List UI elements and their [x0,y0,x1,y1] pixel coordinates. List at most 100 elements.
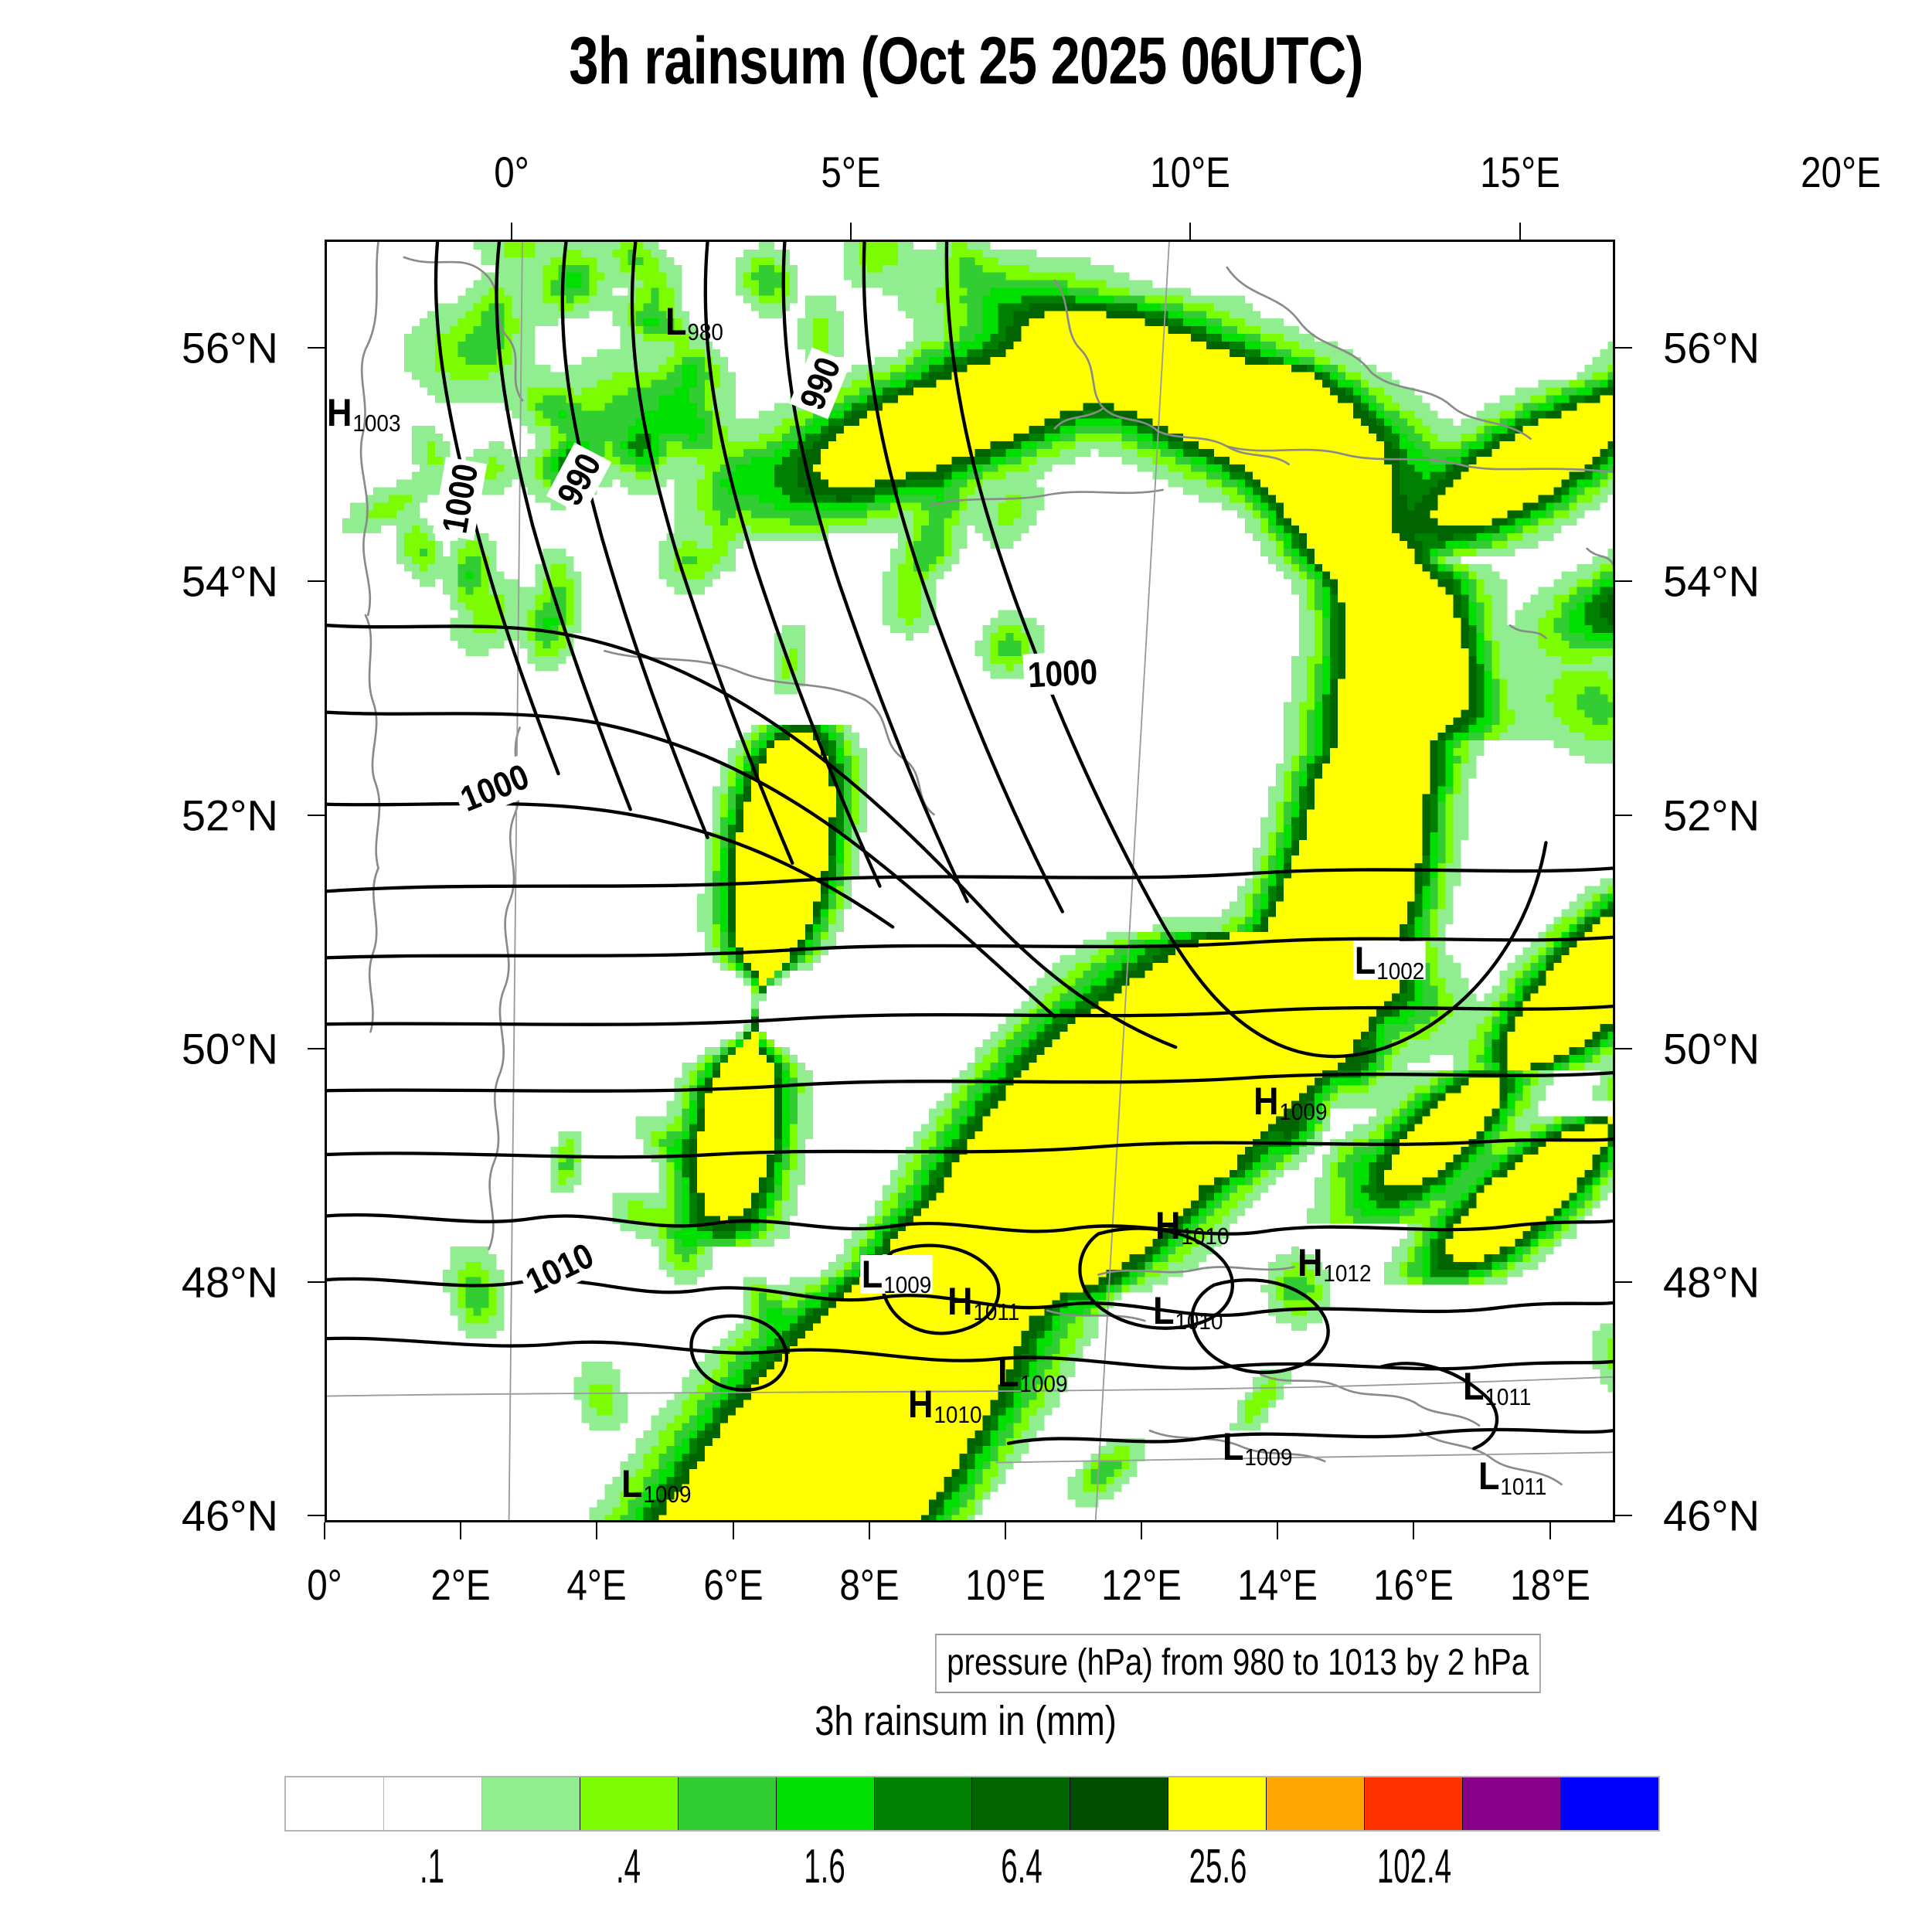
precip-cell [1260,526,1269,534]
precip-cell [1145,1253,1153,1262]
precip-cell [635,448,644,457]
precip-cell [1430,825,1438,833]
precip-cell [759,770,828,779]
precip-cell [1075,1315,1083,1324]
precip-cell [851,801,859,810]
precip-cell [798,1139,806,1148]
precip-cell [1036,1009,1053,1017]
precip-cell [1191,464,1207,472]
precip-cell [1306,594,1315,603]
precip-cell [1422,1261,1430,1270]
precip-cell [982,633,991,641]
top-axis-tick [1519,223,1522,240]
left-axis-label: 46°N [181,1491,278,1540]
precip-cell [1021,641,1029,648]
precip-cell [1376,1108,1392,1117]
precip-cell [1075,295,1114,304]
precip-cell [713,1054,721,1063]
precip-cell [1437,1100,1500,1109]
precip-cell [1484,610,1492,618]
precip-cell [774,1124,783,1132]
precip-cell [1577,694,1608,702]
precip-cell [658,1484,667,1492]
precip-cell [720,1216,729,1224]
precip-cell [959,1116,968,1124]
precip-cell [920,1154,937,1162]
precip-cell [643,1200,667,1209]
precip-cell [1021,625,1045,634]
precip-cell [767,1308,783,1316]
precip-cell [1321,747,1330,756]
precip-cell [705,1430,721,1439]
precip-cell [1499,526,1515,534]
precip-cell [535,594,551,603]
precip-cell [465,1284,489,1293]
precip-cell [1430,893,1438,902]
precip-cell [1553,1116,1562,1124]
right-axis-tick [1615,1514,1632,1516]
precip-cell [1492,1009,1500,1017]
precip-cell [798,1124,813,1132]
pressure-marker-value: 1011 [973,1298,1020,1326]
precip-cell [913,510,929,519]
precip-cell [782,1308,798,1316]
precip-cell [1430,855,1438,863]
precip-cell [805,303,836,311]
bottom-axis-label: 8°E [839,1560,900,1609]
precip-cell [913,1169,921,1178]
precip-cell [1352,379,1361,388]
precip-cell [843,870,852,879]
precip-cell [1607,456,1613,464]
precip-cell [1561,1223,1570,1232]
precip-cell [1461,1154,1469,1162]
precip-cell [1222,326,1238,335]
precip-cell [1592,356,1613,365]
precip-cell [1546,1124,1554,1132]
precip-cell [1260,1284,1277,1293]
precip-cell [1430,563,1438,572]
precip-cell [1013,1415,1022,1423]
precip-cell [1522,1093,1531,1101]
precip-cell [835,870,844,879]
precip-cell [920,526,944,534]
precip-cell [1245,1147,1253,1155]
precip-cell [1507,533,1523,542]
precip-cell [843,747,852,756]
precip-cell [1329,1192,1345,1201]
precip-cell [1430,1192,1461,1201]
precip-cell [1368,379,1400,388]
precip-cell [905,633,913,641]
precip-cell [1492,648,1500,656]
precip-cell [1422,870,1430,879]
precip-cell [1492,1147,1508,1155]
precip-cell [1445,1200,1454,1209]
precip-cell [1314,702,1322,710]
precip-cell [1106,1484,1122,1492]
precip-cell [635,1446,651,1454]
precip-cell [1569,1208,1577,1216]
precip-cell [1306,563,1315,572]
precip-cell [1414,533,1438,542]
precip-cell [674,387,690,396]
precip-cell [1129,1453,1145,1461]
precip-cell [774,1169,783,1178]
precip-cell [1114,403,1353,411]
precip-cell [713,855,721,863]
precip-cell [790,1054,798,1063]
precip-cell [697,410,713,419]
precip-cell [1021,502,1045,511]
precip-cell [843,786,852,794]
precip-cell [1168,940,1176,948]
precip-cell [1214,1192,1223,1201]
precip-cell [782,1047,791,1055]
precip-cell [488,1269,505,1277]
precip-cell [566,1154,574,1162]
precip-cell [1437,993,1454,1002]
precip-cell [635,1116,675,1124]
precip-cell [982,318,998,327]
precip-cell [913,334,944,342]
precip-cell [1422,418,1454,427]
precip-cell [1306,587,1315,595]
precip-cell [442,1277,458,1285]
precip-cell [1391,1131,1400,1140]
